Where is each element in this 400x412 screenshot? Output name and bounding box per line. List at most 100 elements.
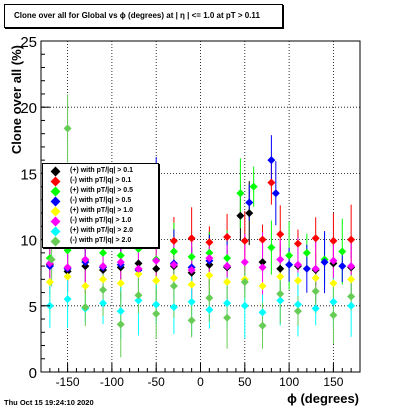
legend-item: (+) with pT/|q| > 0.1 xyxy=(43,166,160,177)
data-point xyxy=(152,276,161,285)
data-point xyxy=(116,251,125,260)
data-point xyxy=(63,263,72,272)
data-point xyxy=(134,296,143,305)
legend: (+) with pT/|q| > 0.1 (-) with pT/|q| > … xyxy=(42,163,159,248)
data-point xyxy=(63,246,72,255)
data-point xyxy=(329,311,338,320)
data-point xyxy=(285,251,294,260)
data-point xyxy=(63,295,72,304)
legend-label: (+) with pT/|q| > 0.1 xyxy=(70,167,134,174)
data-point xyxy=(258,263,267,272)
legend-marker xyxy=(50,216,61,227)
x-tick-label: 150 xyxy=(323,375,343,389)
data-point xyxy=(169,273,178,282)
y-tick-label: 0 xyxy=(29,365,37,382)
data-point xyxy=(249,182,258,191)
data-point xyxy=(187,297,196,306)
x-tick-label: 50 xyxy=(238,375,252,389)
data-point xyxy=(338,262,347,271)
data-point xyxy=(293,239,302,248)
data-point xyxy=(134,291,143,300)
data-point xyxy=(276,230,285,239)
data-point xyxy=(276,272,285,281)
data-point xyxy=(81,281,90,290)
data-point xyxy=(293,260,302,269)
data-point xyxy=(205,254,214,263)
data-point xyxy=(187,252,196,261)
timestamp-footer: Thu Oct 15 19:24:10 2020 xyxy=(4,398,94,407)
legend-label: (+) with pT/|q| > 2.0 xyxy=(70,227,134,234)
y-tick-label: 5 xyxy=(29,299,37,316)
data-point xyxy=(205,238,214,247)
data-point xyxy=(134,259,143,268)
data-point xyxy=(116,320,125,329)
legend-item: (-) with pT/|q| > 1.0 xyxy=(43,216,160,227)
data-point xyxy=(205,248,214,257)
data-point xyxy=(99,275,108,284)
data-point xyxy=(152,300,161,309)
data-point xyxy=(347,235,356,244)
data-point xyxy=(169,303,178,312)
x-tick-label: -50 xyxy=(148,375,166,389)
data-point xyxy=(187,266,196,275)
legend-item: (-) with pT/|q| > 2.0 xyxy=(43,236,160,247)
data-point xyxy=(293,300,302,309)
legend-marker xyxy=(50,166,61,177)
data-point xyxy=(267,243,276,252)
y-tick-label: 10 xyxy=(20,233,37,250)
data-point xyxy=(276,264,285,273)
data-point xyxy=(47,255,56,264)
data-point xyxy=(258,308,267,317)
data-point xyxy=(338,247,347,256)
data-point xyxy=(187,234,196,243)
data-point xyxy=(45,277,54,286)
data-point xyxy=(329,236,338,245)
data-point xyxy=(276,255,285,264)
data-point xyxy=(116,279,125,288)
data-point xyxy=(285,260,294,269)
data-point xyxy=(293,307,302,316)
legend-label: (+) with pT/|q| > 1.0 xyxy=(70,207,134,214)
legend-marker xyxy=(50,226,61,237)
data-point xyxy=(258,258,267,267)
data-point xyxy=(347,301,356,310)
legend-marker xyxy=(50,176,61,187)
legend-item: (+) with pT/|q| > 0.5 xyxy=(43,186,160,197)
data-point xyxy=(116,258,125,267)
data-point xyxy=(223,277,232,286)
data-point xyxy=(267,156,276,165)
data-point xyxy=(329,256,338,265)
tick-labels: -150 -100 -50 0 50 100 150 0 5 10 15 20 25 xyxy=(20,34,343,389)
data-point xyxy=(205,293,214,302)
data-point xyxy=(223,299,232,308)
data-point xyxy=(223,232,232,241)
legend-label: (-) with pT/|q| > 0.1 xyxy=(70,177,132,184)
data-point xyxy=(169,260,178,269)
data-point xyxy=(240,236,249,245)
data-point xyxy=(311,234,320,243)
data-point xyxy=(187,280,196,289)
data-point xyxy=(63,124,72,133)
data-point xyxy=(99,299,108,308)
data-point xyxy=(276,289,285,298)
data-point xyxy=(169,236,178,245)
data-point xyxy=(205,271,214,280)
legend-item: (+) with pT/|q| > 1.0 xyxy=(43,206,160,217)
legend-marker xyxy=(50,196,61,207)
data-point xyxy=(205,305,214,314)
data-point xyxy=(293,276,302,285)
data-point xyxy=(187,316,196,325)
data-point xyxy=(152,309,161,318)
data-point xyxy=(320,258,329,267)
legend-label: (-) with pT/|q| > 0.5 xyxy=(70,197,132,204)
data-point xyxy=(240,301,249,310)
legend-label: (-) with pT/|q| > 2.0 xyxy=(70,237,132,244)
y-tick-label: 25 xyxy=(20,34,37,51)
data-point xyxy=(169,247,178,256)
data-point xyxy=(240,258,249,267)
data-markers xyxy=(45,124,356,330)
data-point xyxy=(329,297,338,306)
legend-item: (-) with pT/|q| > 0.1 xyxy=(43,176,160,187)
data-point xyxy=(81,255,90,264)
data-point xyxy=(99,248,108,257)
